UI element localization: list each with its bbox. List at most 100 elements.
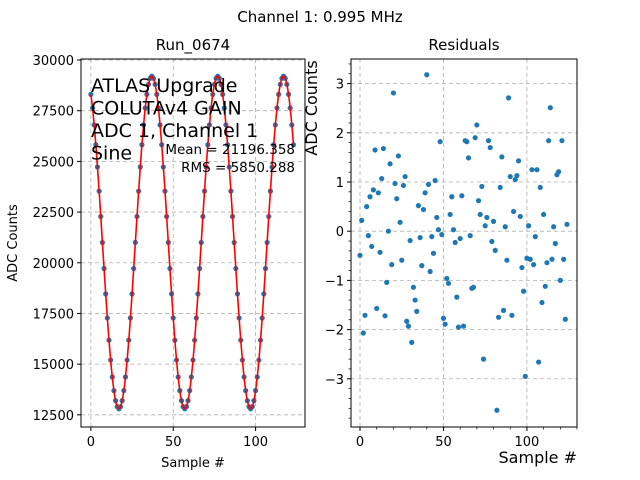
residual-point — [556, 169, 562, 175]
residual-point — [445, 280, 452, 286]
x-axis-label: Sample # — [161, 456, 225, 471]
residual-point — [474, 122, 480, 128]
residual-point — [434, 214, 440, 221]
y-axis-label: ADC Counts — [6, 204, 21, 282]
y-tick-label: 1 — [336, 176, 344, 191]
y-tick-label: −3 — [325, 373, 344, 388]
y-tick-label: −1 — [325, 274, 344, 289]
residual-point — [500, 307, 507, 314]
residual-point — [437, 139, 443, 145]
residual-point — [522, 373, 528, 379]
residual-point — [547, 105, 553, 111]
residual-point — [464, 139, 470, 145]
residual-point — [432, 177, 438, 184]
residual-point — [561, 256, 567, 262]
residual-point — [546, 138, 552, 144]
y-tick-label: 17500 — [33, 307, 74, 322]
residual-point — [439, 232, 445, 238]
residual-points — [357, 72, 570, 413]
residual-point — [410, 284, 417, 290]
residual-point — [480, 356, 487, 362]
residual-point — [382, 313, 388, 319]
residual-point — [395, 153, 402, 159]
residual-point — [369, 243, 375, 250]
x-tick-label: 50 — [435, 435, 452, 450]
residual-point — [414, 308, 420, 314]
residual-point — [509, 312, 515, 318]
y-axis-label: ADC Counts — [302, 60, 321, 155]
x-tick-label: 0 — [356, 435, 364, 450]
residual-point — [394, 196, 400, 202]
residual-point — [537, 184, 543, 191]
residual-point — [357, 252, 363, 258]
main-plot: 0 50 100 12500 15000 17500 20000 22500 25000 2750… — [6, 36, 306, 471]
data-point — [88, 91, 94, 97]
residual-point — [429, 234, 435, 240]
residual-point — [482, 223, 488, 229]
residual-point — [384, 279, 390, 285]
x-tick-label: 50 — [165, 435, 182, 450]
x-tick-label: 100 — [243, 435, 268, 450]
x-tick-label: 100 — [515, 435, 540, 450]
residual-point — [360, 330, 366, 336]
residual-point — [424, 72, 430, 78]
y-tick-label: 25000 — [33, 155, 74, 170]
y-tick-label: 20000 — [33, 257, 74, 272]
residual-point — [412, 297, 418, 303]
residual-point — [385, 228, 391, 234]
residual-point — [472, 135, 478, 141]
residual-point — [364, 203, 370, 210]
residual-point — [444, 275, 450, 282]
plot-title: Run_0674 — [156, 36, 230, 55]
residual-point — [420, 206, 427, 213]
residual-point — [374, 305, 380, 312]
residual-point — [529, 167, 535, 173]
residual-point — [559, 138, 565, 144]
residual-point — [392, 180, 398, 187]
residual-point — [494, 407, 500, 413]
y-tick-label: 0 — [336, 225, 344, 240]
residual-point — [519, 264, 525, 271]
x-tick-label: 0 — [87, 435, 95, 450]
residual-point — [507, 173, 513, 180]
residual-point — [531, 262, 537, 268]
residual-point — [490, 218, 497, 224]
residual-point — [539, 299, 545, 306]
residual-point — [470, 284, 477, 290]
residual-point — [467, 233, 473, 239]
y-tick-label: 15000 — [33, 358, 74, 373]
residual-point — [475, 198, 482, 204]
residual-point — [404, 318, 410, 324]
residual-point — [425, 181, 432, 188]
y-tick-label: 22500 — [33, 206, 74, 221]
residual-point — [407, 237, 413, 244]
residual-point — [465, 155, 472, 161]
residual-point — [450, 227, 457, 233]
residual-point — [417, 234, 423, 241]
residual-point — [449, 194, 455, 200]
y-tick-label: 2 — [336, 127, 344, 142]
y-tick-label: 27500 — [33, 105, 74, 120]
residual-point — [562, 316, 568, 322]
residual-point — [435, 227, 442, 233]
residual-point — [544, 260, 550, 266]
rms-label: RMS = 5850.288 — [181, 160, 295, 176]
annotation-line: ATLAS Upgrade — [91, 75, 237, 97]
residual-point — [370, 187, 376, 193]
residual-point — [497, 184, 503, 191]
residual-point — [442, 321, 448, 327]
residual-point — [454, 294, 460, 300]
residual-point — [409, 339, 415, 345]
residual-point — [430, 250, 437, 256]
residual-point — [422, 190, 428, 196]
residual-point — [495, 314, 502, 320]
residual-point — [484, 214, 490, 221]
residual-point — [504, 257, 510, 263]
residual-point — [397, 219, 403, 225]
residual-point — [380, 145, 386, 152]
residual-point — [452, 239, 458, 246]
residual-point — [514, 172, 520, 179]
annotation-line: Sine — [91, 143, 132, 165]
y-tick-label: 30000 — [33, 54, 74, 69]
residual-point — [564, 221, 570, 227]
